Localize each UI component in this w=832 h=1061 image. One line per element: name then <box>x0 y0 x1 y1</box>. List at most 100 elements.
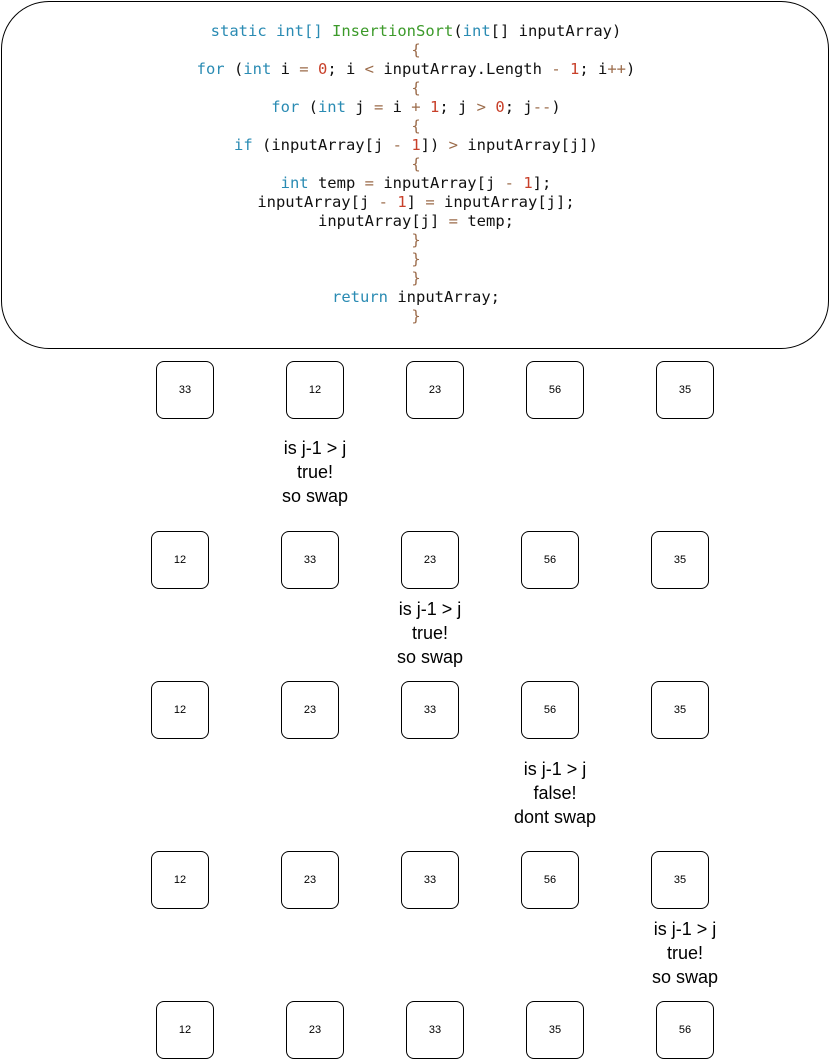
code-token: int <box>243 60 272 78</box>
code-token: 1 <box>523 174 533 192</box>
code-token: int <box>317 98 346 116</box>
comparison-note-line: false! <box>533 783 577 803</box>
code-token <box>309 60 318 78</box>
code-token: return <box>332 288 398 306</box>
code-token: temp <box>308 174 365 192</box>
code-token: = <box>364 174 374 192</box>
comparison-note-line: so swap <box>396 647 464 667</box>
comparison-note-line: so swap <box>281 486 349 506</box>
code-token <box>486 98 495 116</box>
code-token: ; i <box>327 60 365 78</box>
code-token: - <box>504 174 514 192</box>
array-cell: 33 <box>401 681 459 739</box>
code-line: { <box>0 41 832 60</box>
code-token: ( <box>308 98 318 116</box>
code-token: = <box>373 98 384 116</box>
code-token: ) <box>626 60 636 78</box>
code-panel <box>1 1 829 349</box>
array-cell: 35 <box>651 531 709 589</box>
code-token: for <box>271 98 309 116</box>
code-token: = <box>448 212 458 230</box>
array-cell: 12 <box>286 361 344 419</box>
code-token: (inputArray[j <box>261 136 393 154</box>
comparison-note-line: is j-1 > j <box>283 438 347 458</box>
code-token: static int[] <box>210 22 332 40</box>
code-line: int temp = inputArray[j - 1]; <box>0 174 832 193</box>
code-line: return inputArray; <box>0 288 832 307</box>
code-token: if <box>233 136 262 154</box>
code-line: inputArray[j] = temp; <box>0 212 832 231</box>
code-line: inputArray[j - 1] = inputArray[j]; <box>0 193 832 212</box>
code-token: temp; <box>458 212 514 230</box>
code-token: InsertionSort <box>332 22 454 40</box>
code-token: < <box>364 60 374 78</box>
comparison-note-line: true! <box>296 462 334 482</box>
code-token: ( <box>233 60 244 78</box>
code-line: } <box>0 250 832 269</box>
comparison-note-line: is j-1 > j <box>653 919 717 939</box>
code-token: - <box>551 60 561 78</box>
code-line: for (int i = 0; i < inputArray.Length - … <box>0 60 832 79</box>
code-token: 1 <box>397 193 407 211</box>
code-block: static int[] InsertionSort(int[] inputAr… <box>0 22 832 326</box>
code-token: } <box>411 231 421 249</box>
code-token: inputArray[j <box>257 193 379 211</box>
code-token: ( <box>453 22 463 40</box>
code-token: - <box>392 136 402 154</box>
array-cell: 12 <box>156 1001 214 1059</box>
code-token: ) <box>551 98 561 116</box>
array-cell: 56 <box>521 681 579 739</box>
code-token: } <box>411 307 421 325</box>
code-token: inputArray[j <box>373 174 505 192</box>
code-token: ; j <box>439 98 477 116</box>
array-cell: 56 <box>521 851 579 909</box>
code-token: { <box>411 155 421 173</box>
array-cell: 23 <box>401 531 459 589</box>
code-token: ; i <box>579 60 608 78</box>
array-cell: 33 <box>406 1001 464 1059</box>
code-token: > <box>448 136 459 154</box>
array-cell: 35 <box>651 851 709 909</box>
code-token: j <box>345 98 374 116</box>
code-token: { <box>411 79 421 97</box>
comparison-note: is j-1 > j true! so swap <box>615 917 755 989</box>
code-line: { <box>0 79 832 98</box>
array-cell: 35 <box>656 361 714 419</box>
code-token: ; j <box>504 98 533 116</box>
array-cell: 23 <box>406 361 464 419</box>
code-line: if (inputArray[j - 1]) > inputArray[j]) <box>0 136 832 155</box>
array-cell: 12 <box>151 531 209 589</box>
code-token: 0 <box>317 60 328 78</box>
code-line: } <box>0 269 832 288</box>
code-token <box>388 193 397 211</box>
code-line: { <box>0 117 832 136</box>
code-token: [] inputArray) <box>490 22 622 40</box>
array-cell: 35 <box>526 1001 584 1059</box>
code-token: -- <box>532 98 552 116</box>
code-token: { <box>411 117 421 135</box>
code-line: { <box>0 155 832 174</box>
code-token: 1 <box>570 60 580 78</box>
array-cell: 33 <box>281 531 339 589</box>
code-token <box>514 174 523 192</box>
comparison-note: is j-1 > j false! dont swap <box>485 757 625 829</box>
code-token: ]; <box>532 174 552 192</box>
array-cell: 33 <box>401 851 459 909</box>
array-cell: 12 <box>151 851 209 909</box>
array-cell: 23 <box>286 1001 344 1059</box>
code-token: - <box>378 193 388 211</box>
array-cell: 35 <box>651 681 709 739</box>
code-token: = <box>425 193 435 211</box>
code-token: 1 <box>411 136 421 154</box>
code-token: for <box>196 60 234 78</box>
code-token: inputArray.Length <box>374 60 552 78</box>
code-token: > <box>476 98 486 116</box>
code-token: int <box>280 174 309 192</box>
array-cell: 12 <box>151 681 209 739</box>
array-cell: 33 <box>156 361 214 419</box>
code-line: } <box>0 307 832 326</box>
code-token: } <box>411 250 421 268</box>
code-token: i <box>271 60 300 78</box>
comparison-note-line: true! <box>666 943 704 963</box>
code-line: } <box>0 231 832 250</box>
